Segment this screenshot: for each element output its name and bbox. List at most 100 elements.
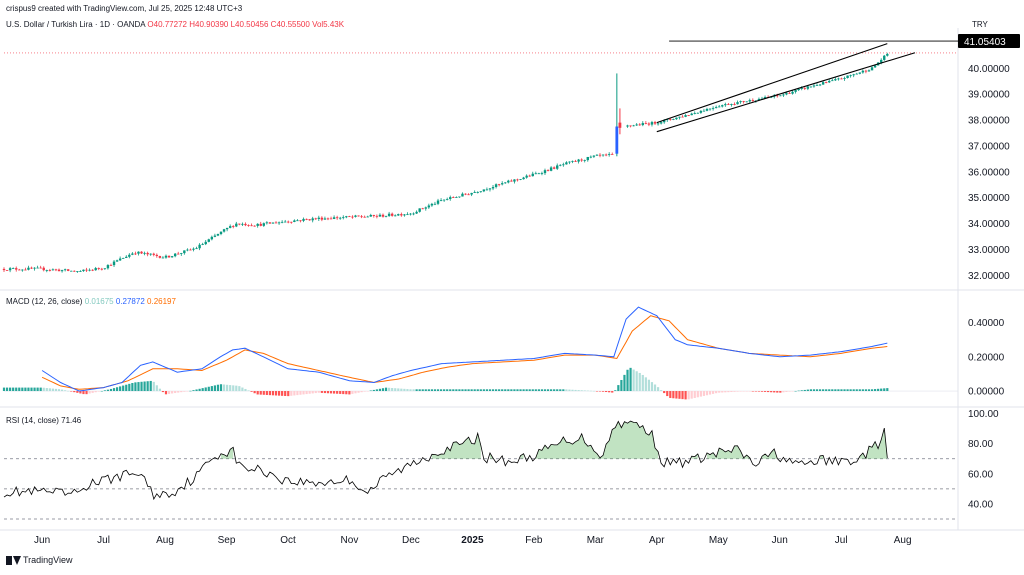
macd-legend: MACD (12, 26, close) 0.01675 0.27872 0.2… (6, 297, 176, 306)
macd-histogram-bar (660, 390, 663, 392)
candle (647, 123, 651, 125)
macd-histogram-bar (57, 389, 61, 392)
macd-histogram-bar (235, 385, 238, 392)
macd-histogram-bar (88, 391, 91, 394)
macd-histogram-bar (601, 391, 605, 392)
candle (803, 87, 806, 89)
macd-histogram-bar (210, 386, 213, 392)
tradingview-brand[interactable]: TradingView (6, 555, 73, 565)
candle (27, 267, 30, 270)
volume-value: Vol5.43K (312, 20, 345, 29)
macd-histogram-bar (479, 389, 482, 392)
candle (94, 268, 97, 271)
candle (15, 268, 18, 270)
rsi-line (3, 420, 888, 501)
macd-histogram-bar (97, 391, 100, 392)
candle (131, 253, 134, 255)
macd-histogram-bar (290, 391, 293, 396)
price-tick-label: 39.00000 (968, 90, 1010, 101)
macd-histogram-bar (91, 391, 94, 393)
macd-histogram-bar (5, 387, 9, 392)
candle (268, 222, 272, 224)
candle (186, 249, 189, 251)
macd-histogram-bar (534, 389, 537, 392)
macd-histogram-bar (724, 391, 727, 393)
macd-histogram-bar (864, 389, 868, 392)
candle (562, 164, 565, 166)
candle (195, 248, 198, 250)
macd-histogram-bar (183, 391, 186, 392)
macd-histogram-bar (418, 389, 421, 392)
candle (849, 75, 852, 77)
macd-histogram-bar (216, 384, 220, 392)
macd-histogram-bar (433, 389, 437, 392)
macd-histogram-bar (409, 389, 412, 392)
macd-histogram-bar (800, 390, 803, 392)
candle (36, 267, 39, 269)
rsi-value: 71.46 (61, 416, 82, 425)
candle (259, 223, 262, 226)
macd-histogram-bar (861, 389, 864, 392)
candle (189, 249, 192, 251)
candle (464, 193, 467, 195)
macd-histogram-bar (760, 391, 764, 392)
candle (57, 269, 61, 272)
candle (794, 90, 797, 92)
candle (219, 231, 223, 235)
candle (161, 257, 165, 259)
macd-histogram-bar (815, 389, 819, 392)
macd-histogram-bar (822, 389, 825, 392)
macd-histogram-bar (213, 385, 216, 392)
macd-histogram-bar (137, 382, 140, 392)
macd-histogram-bar (629, 367, 632, 392)
candle (357, 215, 360, 217)
candle (369, 214, 372, 217)
candle (571, 160, 574, 162)
macd-histogram-bar (806, 389, 809, 392)
macd-histogram-bar (519, 389, 522, 392)
candle (73, 270, 76, 272)
candle (247, 225, 250, 226)
candle (629, 125, 632, 127)
macd-histogram-bar (626, 369, 629, 392)
candle (63, 269, 67, 271)
candle (886, 54, 889, 56)
rsi-label[interactable]: RSI (14, close) (6, 416, 59, 425)
macd-histogram-bar (378, 388, 382, 392)
macd-histogram-bar (320, 391, 323, 393)
rsi-overbought-fill (762, 448, 778, 459)
macd-histogram-bar (82, 391, 85, 395)
macd-histogram-bar (831, 389, 834, 392)
candle (611, 154, 614, 155)
macd-histogram-bar (455, 389, 458, 392)
macd-histogram-bar (186, 391, 189, 392)
candle (45, 269, 48, 271)
candle (574, 160, 577, 162)
macd-histogram-bar (770, 391, 773, 393)
candle (167, 255, 171, 258)
candle (339, 217, 342, 219)
candle (858, 72, 862, 74)
candle (583, 160, 586, 161)
macd-histogram-bar (76, 391, 79, 393)
macd-histogram-bar (134, 382, 137, 392)
candle (430, 203, 434, 206)
currency-label: TRY (972, 20, 988, 29)
macd-histogram-bar (745, 391, 748, 392)
macd-histogram-bar (403, 388, 406, 392)
candle (18, 269, 21, 271)
macd-histogram-bar (311, 391, 314, 394)
candle (277, 222, 281, 224)
macd-histogram-bar (67, 390, 70, 392)
candle (662, 120, 666, 123)
macd-label[interactable]: MACD (12, 26, close) (6, 297, 83, 306)
candle (122, 257, 125, 259)
symbol-title[interactable]: U.S. Dollar / Turkish Lira · 1D · OANDA (6, 20, 146, 29)
macd-histogram-bar (537, 389, 540, 392)
x-tick-label: May (709, 535, 728, 546)
candle (782, 94, 785, 96)
open-value: O40.77272 (147, 20, 187, 29)
candle (2, 268, 6, 271)
